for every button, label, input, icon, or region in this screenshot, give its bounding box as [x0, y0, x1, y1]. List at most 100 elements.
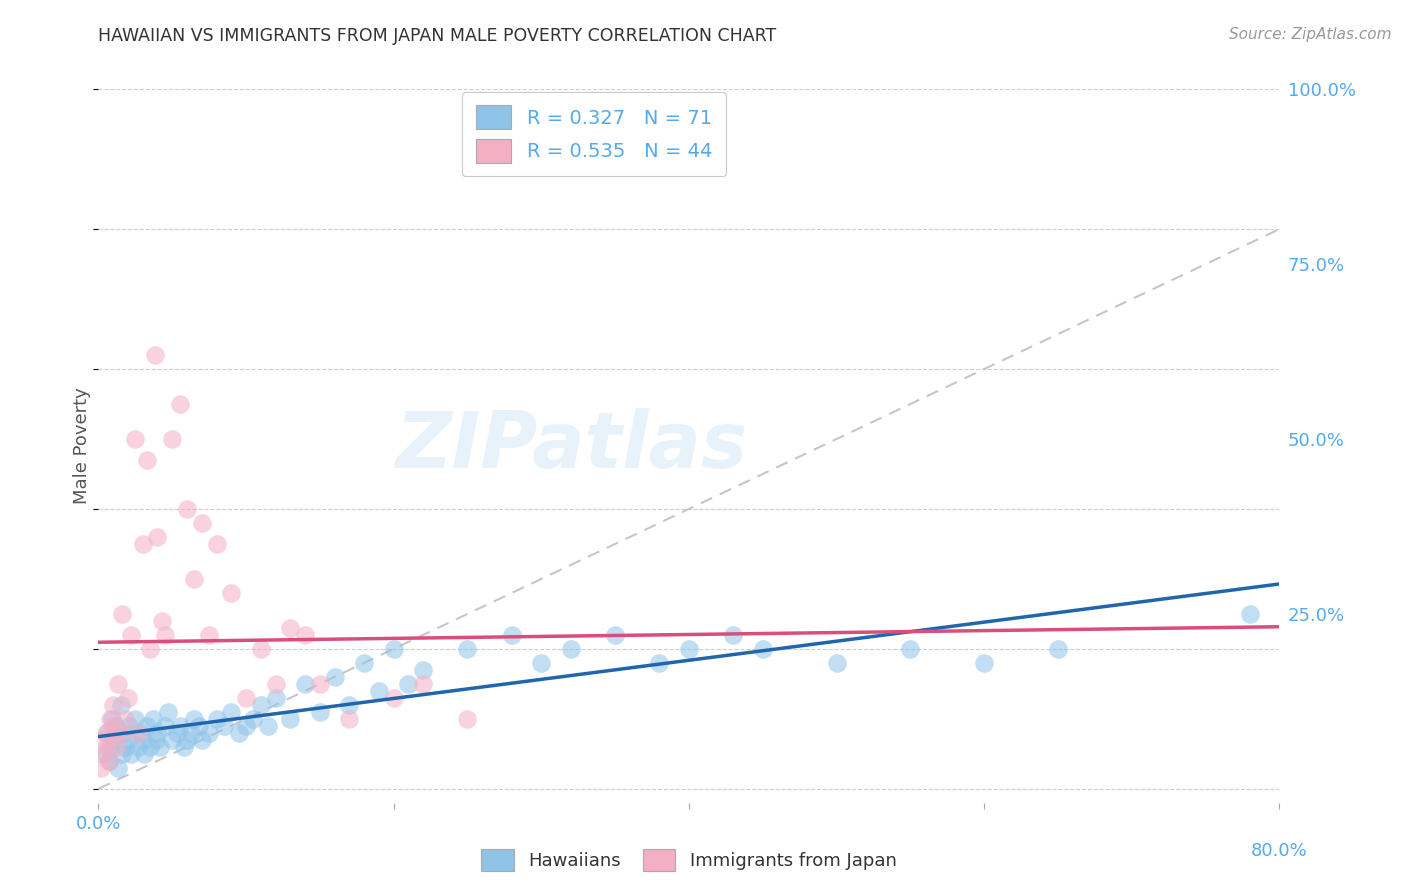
- Point: [678, 641, 700, 656]
- Point: [183, 572, 205, 586]
- Point: [91, 747, 114, 761]
- Point: [146, 726, 169, 740]
- Point: [180, 726, 202, 740]
- Legend: R = 0.327   N = 71, R = 0.535   N = 44: R = 0.327 N = 71, R = 0.535 N = 44: [463, 92, 725, 177]
- Point: [136, 719, 159, 733]
- Point: [412, 663, 434, 677]
- Legend: Hawaiians, Immigrants from Japan: Hawaiians, Immigrants from Japan: [474, 842, 904, 879]
- Point: [142, 712, 165, 726]
- Point: [117, 732, 139, 747]
- Point: [176, 732, 198, 747]
- Point: [98, 739, 121, 754]
- Point: [751, 641, 773, 656]
- Point: [124, 432, 146, 446]
- Point: [323, 670, 346, 684]
- Point: [412, 677, 434, 691]
- Point: [124, 712, 146, 726]
- Point: [264, 690, 287, 705]
- Point: [176, 502, 198, 516]
- Point: [825, 656, 848, 670]
- Point: [169, 719, 191, 733]
- Point: [107, 761, 129, 775]
- Text: ZIPatlas: ZIPatlas: [395, 408, 747, 484]
- Point: [396, 677, 419, 691]
- Point: [150, 614, 173, 628]
- Point: [105, 719, 128, 733]
- Point: [1239, 607, 1261, 621]
- Point: [139, 641, 162, 656]
- Point: [118, 719, 141, 733]
- Point: [294, 628, 316, 642]
- Point: [120, 747, 142, 761]
- Point: [205, 712, 228, 726]
- Point: [120, 628, 142, 642]
- Point: [278, 712, 302, 726]
- Point: [162, 732, 183, 747]
- Point: [309, 705, 332, 719]
- Point: [132, 732, 155, 747]
- Point: [560, 641, 582, 656]
- Point: [100, 712, 122, 726]
- Text: Source: ZipAtlas.com: Source: ZipAtlas.com: [1229, 27, 1392, 42]
- Point: [145, 732, 167, 747]
- Point: [156, 705, 179, 719]
- Point: [648, 656, 671, 670]
- Point: [136, 453, 159, 467]
- Point: [132, 537, 155, 551]
- Point: [97, 754, 120, 768]
- Point: [173, 739, 195, 754]
- Point: [107, 677, 129, 691]
- Point: [235, 690, 257, 705]
- Point: [187, 719, 209, 733]
- Point: [1046, 641, 1069, 656]
- Point: [166, 726, 188, 740]
- Point: [139, 739, 162, 754]
- Point: [134, 747, 156, 761]
- Point: [169, 397, 191, 411]
- Point: [309, 677, 332, 691]
- Point: [146, 530, 169, 544]
- Point: [143, 348, 166, 362]
- Point: [112, 726, 135, 740]
- Point: [94, 726, 117, 740]
- Point: [228, 726, 250, 740]
- Point: [90, 761, 112, 775]
- Text: HAWAIIAN VS IMMIGRANTS FROM JAPAN MALE POVERTY CORRELATION CHART: HAWAIIAN VS IMMIGRANTS FROM JAPAN MALE P…: [98, 27, 776, 45]
- Point: [530, 656, 553, 670]
- Point: [257, 719, 280, 733]
- Point: [149, 739, 172, 754]
- Point: [96, 726, 118, 740]
- Point: [353, 656, 375, 670]
- Point: [605, 628, 627, 642]
- Point: [456, 712, 478, 726]
- Point: [105, 739, 128, 754]
- Point: [339, 698, 360, 712]
- Point: [278, 621, 302, 635]
- Point: [103, 732, 125, 747]
- Point: [98, 712, 121, 726]
- Point: [110, 726, 132, 740]
- Point: [235, 719, 257, 733]
- Point: [127, 726, 149, 740]
- Point: [723, 628, 745, 642]
- Point: [127, 739, 149, 754]
- Point: [250, 698, 273, 712]
- Point: [250, 641, 273, 656]
- Point: [153, 628, 176, 642]
- Point: [382, 641, 405, 656]
- Point: [128, 726, 150, 740]
- Point: [191, 732, 214, 747]
- Y-axis label: Male Poverty: Male Poverty: [73, 388, 91, 504]
- Point: [110, 698, 132, 712]
- Point: [162, 432, 183, 446]
- Point: [368, 684, 391, 698]
- Point: [153, 719, 176, 733]
- Point: [456, 641, 478, 656]
- Point: [104, 726, 127, 740]
- Point: [501, 628, 523, 642]
- Point: [117, 690, 139, 705]
- Point: [96, 739, 118, 754]
- Point: [114, 712, 136, 726]
- Point: [97, 754, 120, 768]
- Point: [111, 747, 134, 761]
